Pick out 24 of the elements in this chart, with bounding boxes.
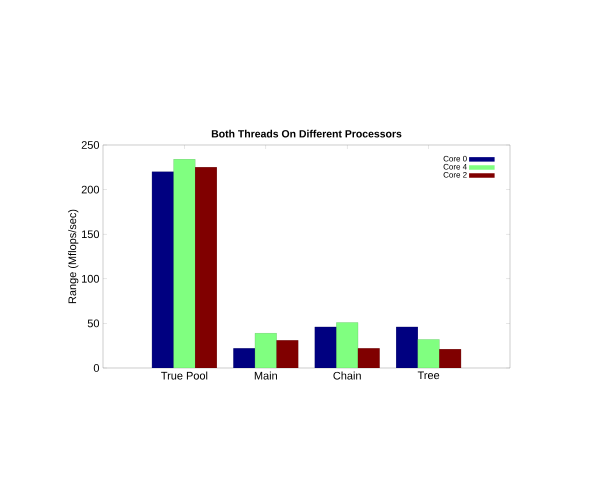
bar	[195, 167, 217, 368]
y-tick-label: 200	[82, 186, 100, 194]
y-axis-title: Range (Mflops/sec)	[68, 210, 78, 304]
x-tick-label: True Pool	[161, 372, 208, 380]
y-tick-label: 250	[82, 141, 100, 149]
bar	[439, 349, 462, 368]
bar	[233, 348, 256, 368]
bar	[173, 159, 196, 368]
x-tick-label: Chain	[333, 372, 361, 380]
y-tick-label: 100	[82, 274, 100, 283]
bar	[152, 172, 174, 368]
y-tick-label: 50	[88, 320, 100, 328]
bar	[336, 322, 358, 368]
x-tick-label: Tree	[418, 372, 440, 380]
bar	[396, 326, 418, 368]
x-tick-label: Main	[254, 372, 277, 380]
y-tick-label: 150	[82, 230, 100, 238]
bar	[314, 326, 337, 368]
y-tick-label: 0	[94, 364, 100, 372]
bar	[418, 339, 440, 368]
chart-title: Both Threads On Different Processors	[212, 130, 402, 138]
bar	[276, 340, 298, 368]
bar	[254, 333, 277, 368]
bar	[358, 348, 380, 368]
